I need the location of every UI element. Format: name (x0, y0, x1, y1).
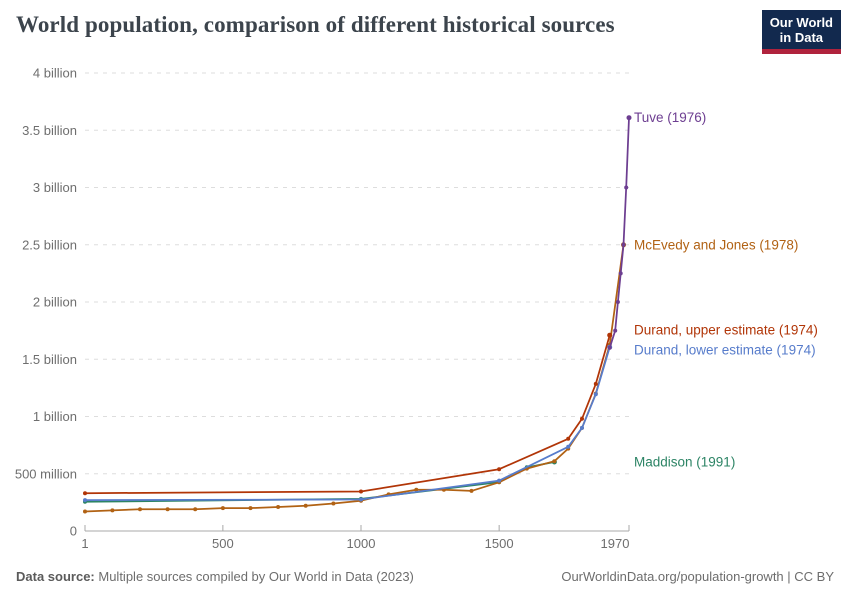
series-point-tuve-1976[interactable] (624, 185, 629, 190)
owid-logo[interactable]: Our World in Data (761, 10, 841, 54)
series-label-tuve-1976[interactable]: Tuve (1976) (634, 110, 706, 125)
owid-url-link[interactable]: OurWorldinData.org/population-growth | C… (561, 569, 834, 584)
x-tick-label: 500 (212, 536, 234, 551)
series-point-durand-upper-estimate-1974[interactable] (593, 381, 598, 386)
series-point-mcevedy-and-jones-1978[interactable] (165, 507, 170, 512)
owid-logo-line2: in Data (779, 30, 824, 45)
y-tick-label: 3 billion (33, 180, 77, 195)
series-point-mcevedy-and-jones-1978[interactable] (552, 459, 557, 464)
chart-title: World population, comparison of differen… (16, 12, 615, 37)
y-tick-label: 3.5 billion (22, 123, 77, 138)
series-point-mcevedy-and-jones-1978[interactable] (331, 501, 336, 506)
series-point-mcevedy-and-jones-1978[interactable] (193, 507, 198, 512)
series-point-mcevedy-and-jones-1978[interactable] (110, 508, 115, 513)
series-point-mcevedy-and-jones-1978[interactable] (469, 488, 474, 493)
y-tick-label: 1 billion (33, 409, 77, 424)
y-tick-label: 4 billion (33, 66, 77, 81)
series-label-maddison-1991[interactable]: Maddison (1991) (634, 454, 735, 469)
series-point-durand-lower-estimate-1974[interactable] (359, 497, 363, 502)
series-point-tuve-1976[interactable] (618, 271, 623, 276)
series-point-mcevedy-and-jones-1978[interactable] (138, 507, 142, 512)
series-point-durand-lower-estimate-1974[interactable] (566, 444, 571, 449)
series-point-tuve-1976[interactable] (613, 328, 618, 333)
series-point-durand-upper-estimate-1974[interactable] (497, 467, 502, 472)
series-point-durand-lower-estimate-1974[interactable] (83, 498, 87, 503)
series-point-durand-upper-estimate-1974[interactable] (359, 489, 363, 494)
series-label-durand-lower-estimate-1974[interactable]: Durand, lower estimate (1974) (634, 343, 816, 358)
series-point-mcevedy-and-jones-1978[interactable] (276, 505, 281, 509)
series-line-durand-lower-estimate-1974[interactable] (84, 346, 611, 501)
data-source-note: Data source: Multiple sources compiled b… (16, 569, 414, 584)
series-point-mcevedy-and-jones-1978[interactable] (220, 506, 225, 511)
series-point-durand-upper-estimate-1974[interactable] (566, 436, 571, 441)
series-point-durand-upper-estimate-1974[interactable] (607, 332, 613, 338)
series-point-tuve-1976[interactable] (626, 115, 632, 121)
series-point-mcevedy-and-jones-1978[interactable] (303, 503, 308, 508)
data-source-text: Multiple sources compiled by Our World i… (98, 569, 414, 584)
series-label-mcevedy-and-jones-1978[interactable]: McEvedy and Jones (1978) (634, 237, 798, 252)
series-point-mcevedy-and-jones-1978[interactable] (414, 487, 419, 492)
series-point-durand-lower-estimate-1974[interactable] (497, 478, 502, 483)
x-tick-label: 1500 (485, 536, 514, 551)
series-line-mcevedy-and-jones-1978[interactable] (84, 243, 625, 513)
y-tick-label: 2 billion (33, 295, 77, 310)
series-point-mcevedy-and-jones-1978[interactable] (248, 506, 253, 511)
series-point-durand-upper-estimate-1974[interactable] (83, 491, 87, 496)
series-point-durand-lower-estimate-1974[interactable] (593, 392, 598, 397)
owid-logo-line1: Our World (769, 15, 833, 30)
y-tick-label: 0 (70, 524, 77, 539)
series-point-tuve-1976[interactable] (607, 345, 612, 350)
series-line-tuve-1976[interactable] (608, 116, 630, 349)
data-source-label: Data source: (16, 569, 95, 584)
x-tick-label: 1 (81, 536, 88, 551)
series-point-mcevedy-and-jones-1978[interactable] (83, 509, 87, 514)
y-tick-label: 1.5 billion (22, 352, 77, 367)
y-tick-label: 500 million (15, 466, 77, 481)
series-point-durand-upper-estimate-1974[interactable] (580, 416, 584, 421)
series-label-durand-upper-estimate-1974[interactable]: Durand, upper estimate (1974) (634, 323, 818, 338)
chart-footer: Data source: Multiple sources compiled b… (16, 569, 834, 584)
y-tick-label: 2.5 billion (22, 237, 77, 252)
x-tick-label: 1970 (601, 536, 630, 551)
x-tick-label: 1000 (347, 536, 376, 551)
series-point-tuve-1976[interactable] (621, 242, 626, 247)
series-point-durand-lower-estimate-1974[interactable] (580, 425, 584, 430)
series-point-tuve-1976[interactable] (615, 300, 620, 304)
